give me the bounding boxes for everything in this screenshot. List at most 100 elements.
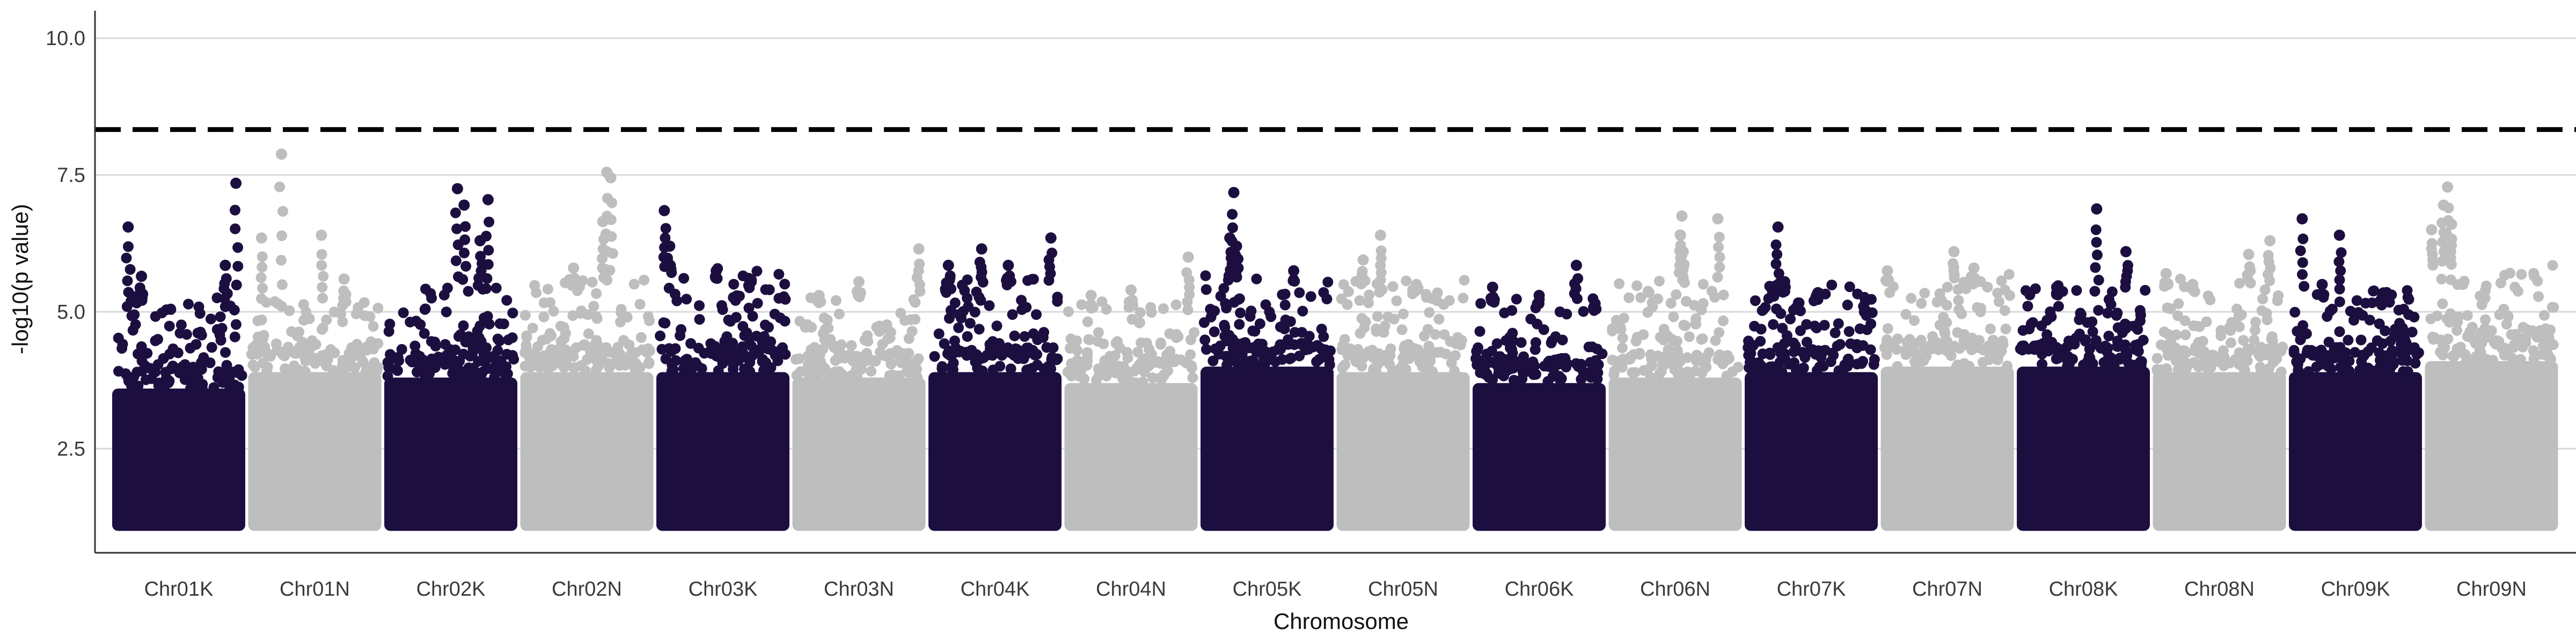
point [2341, 364, 2352, 376]
dense-points-Chr05N [1336, 372, 1470, 531]
point [666, 365, 677, 377]
point [2106, 286, 2118, 297]
point [941, 280, 953, 290]
point [1869, 354, 1880, 365]
point [1717, 352, 1728, 363]
point [1080, 360, 1092, 371]
point [763, 343, 774, 355]
point [1811, 365, 1823, 376]
point [217, 377, 228, 388]
point [2003, 269, 2015, 280]
point [1533, 298, 1545, 309]
chromosome-Chr03K [655, 204, 791, 531]
point [1122, 353, 1133, 363]
point [1165, 346, 1176, 357]
point [2498, 304, 2509, 314]
point [2495, 277, 2506, 289]
point [2250, 325, 2260, 336]
point [1916, 298, 1927, 309]
point [1219, 322, 1231, 333]
peak-point [2333, 229, 2345, 241]
point [1284, 353, 1296, 364]
point [1814, 289, 1825, 299]
peak-point [482, 194, 494, 206]
point [1653, 275, 1665, 287]
peak-point [597, 216, 609, 228]
point [1473, 354, 1484, 365]
point [2234, 277, 2245, 289]
point [893, 370, 904, 382]
point [587, 276, 598, 288]
point [2091, 250, 2103, 260]
point [1892, 361, 1903, 372]
point [539, 350, 550, 361]
point [426, 292, 437, 304]
point [1132, 347, 1143, 358]
point [1066, 370, 1077, 382]
point [1052, 296, 1063, 307]
point [943, 313, 955, 324]
point [773, 292, 785, 304]
point [2398, 366, 2409, 377]
point [862, 335, 874, 347]
point [1561, 309, 1572, 320]
point [1665, 297, 1677, 309]
point [1227, 222, 1238, 233]
point [219, 293, 230, 304]
point [459, 234, 471, 245]
point [1297, 305, 1308, 317]
point [1756, 360, 1767, 371]
point [1697, 279, 1709, 290]
point [1352, 344, 1364, 355]
chromosome-Chr03N [791, 243, 926, 531]
point [196, 383, 208, 394]
point [2158, 281, 2170, 292]
point [2322, 311, 2333, 322]
point [1364, 289, 1375, 301]
point [1718, 289, 1729, 301]
point [779, 279, 791, 290]
point [261, 348, 273, 359]
point [1755, 324, 1767, 335]
point [1714, 327, 1725, 338]
point [546, 330, 557, 341]
point [2158, 326, 2170, 338]
point [1007, 309, 1018, 320]
point [1959, 329, 1970, 340]
point [802, 360, 814, 371]
point [2084, 343, 2095, 355]
point [232, 261, 244, 272]
point [828, 340, 839, 351]
point [2172, 364, 2184, 375]
point [1506, 305, 1518, 316]
point [1775, 308, 1787, 319]
point [441, 306, 452, 318]
peak-point [2120, 246, 2132, 258]
point [803, 368, 814, 379]
point [964, 318, 976, 329]
point [747, 311, 758, 322]
point [498, 318, 509, 330]
point [349, 350, 360, 361]
point [383, 362, 394, 373]
point [1681, 296, 1692, 307]
point [2090, 224, 2102, 236]
point [660, 353, 671, 364]
point [1110, 338, 1122, 349]
point [743, 273, 754, 284]
point [2089, 286, 2101, 297]
point [1999, 305, 2010, 316]
point [460, 221, 471, 232]
point [1655, 332, 1666, 343]
point [1141, 338, 1152, 349]
point [480, 355, 492, 366]
point [1155, 337, 1166, 348]
point [481, 273, 493, 284]
peak-point [1224, 232, 1236, 244]
chromosome-Chr04N [1062, 251, 1200, 531]
point [1607, 323, 1618, 334]
peak-point [474, 235, 486, 246]
point [1205, 304, 1216, 315]
point [208, 382, 219, 393]
point [1942, 282, 1953, 292]
